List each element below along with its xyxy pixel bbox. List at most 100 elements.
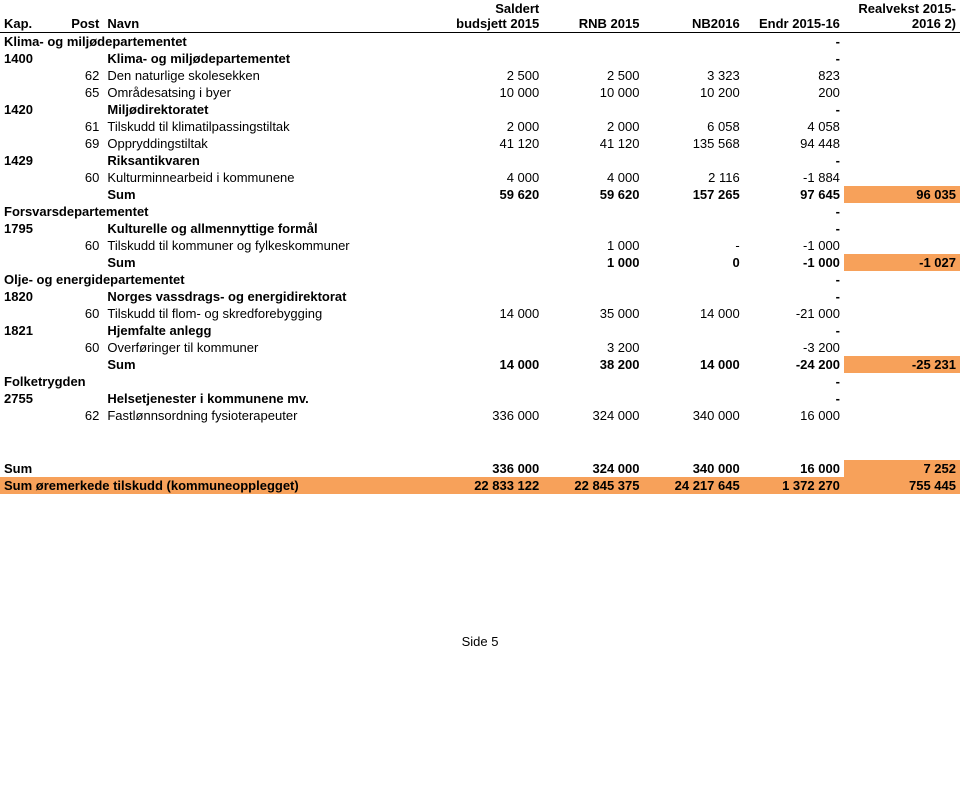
kap: 2755 (0, 390, 51, 407)
c2: 3 200 (543, 339, 643, 356)
cell (0, 356, 51, 373)
c4: -1 000 (744, 237, 844, 254)
c4: 16 000 (744, 407, 844, 424)
kap: 1400 (0, 50, 51, 67)
cell (0, 186, 51, 203)
navn: Tilskudd til flom- og skredforebygging (103, 305, 443, 322)
hdr-post: Post (51, 0, 104, 33)
cell (51, 356, 104, 373)
c2: 2 000 (543, 118, 643, 135)
post (51, 50, 104, 67)
c2: 324 000 (543, 407, 643, 424)
c1: 22 833 122 (443, 477, 543, 494)
c1 (443, 254, 543, 271)
group-row: Forsvarsdepartementet- (0, 203, 960, 220)
c4: - (744, 220, 844, 237)
sum-label: Sum (103, 254, 443, 271)
cell (643, 271, 743, 288)
table-header: Kap. Post Navn Saldertbudsjett 2015 RNB … (0, 0, 960, 33)
c5 (844, 50, 960, 67)
c5 (844, 101, 960, 118)
navn: Områdesatsing i byer (103, 84, 443, 101)
c3 (643, 288, 743, 305)
c5: -25 231 (844, 356, 960, 373)
c5: 96 035 (844, 186, 960, 203)
table-row: 1429Riksantikvaren- (0, 152, 960, 169)
c4: 823 (744, 67, 844, 84)
post (51, 322, 104, 339)
cell (51, 186, 104, 203)
c5: 7 252 (844, 460, 960, 477)
c1: 14 000 (443, 356, 543, 373)
hdr-saldert: Saldertbudsjett 2015 (443, 0, 543, 33)
c2: 22 845 375 (543, 477, 643, 494)
hdr-nb2016: NB2016 (643, 0, 743, 33)
c5 (844, 118, 960, 135)
c1 (443, 288, 543, 305)
cell (543, 271, 643, 288)
table-row: 1400Klima- og miljødepartementet- (0, 50, 960, 67)
table-row: 1820 Norges vassdrags- og energidirektora… (0, 288, 960, 305)
kap: 1820 (0, 288, 51, 305)
c5 (844, 305, 960, 322)
hdr-realvekst: Realvekst 2015-2016 2) (844, 0, 960, 33)
navn: Helsetjenester i kommunene mv. (103, 390, 443, 407)
kap (0, 118, 51, 135)
cell (443, 373, 543, 390)
cell (844, 373, 960, 390)
c1: 2 000 (443, 118, 543, 135)
navn: Klima- og miljødepartementet (103, 50, 443, 67)
page-footer: Side 5 (0, 634, 960, 649)
spacer-row (0, 424, 960, 460)
table-row: 60Tilskudd til kommuner og fylkeskommune… (0, 237, 960, 254)
kap: 1821 (0, 322, 51, 339)
post: 62 (51, 67, 104, 84)
group-label: Olje- og energidepartementet (0, 271, 443, 288)
c2 (543, 101, 643, 118)
c5: -1 027 (844, 254, 960, 271)
c5 (844, 407, 960, 424)
table-row: 1795Kulturelle og allmennyttige formål- (0, 220, 960, 237)
c5 (844, 322, 960, 339)
kap: 1795 (0, 220, 51, 237)
group-label: Klima- og miljødepartementet (0, 33, 443, 51)
group-row: Klima- og miljødepartementet- (0, 33, 960, 51)
c3: 14 000 (643, 356, 743, 373)
c2: 10 000 (543, 84, 643, 101)
c4: 16 000 (744, 460, 844, 477)
c3: 10 200 (643, 84, 743, 101)
table-row: 60Kulturminnearbeid i kommunene4 0004 00… (0, 169, 960, 186)
table-row: 1821Hjemfalte anlegg- (0, 322, 960, 339)
table-row: 61Tilskudd til klimatilpassingstiltak2 0… (0, 118, 960, 135)
c1 (443, 101, 543, 118)
bottom-orem-row: Sum øremerkede tilskudd (kommuneopplegge… (0, 477, 960, 494)
sum-row: Sum59 62059 620157 26597 64596 035 (0, 186, 960, 203)
sum-label: Sum (103, 356, 443, 373)
table-row: 65Områdesatsing i byer10 00010 00010 200… (0, 84, 960, 101)
c1: 14 000 (443, 305, 543, 322)
kap (0, 135, 51, 152)
c4: 4 058 (744, 118, 844, 135)
table-row: 60Overføringer til kommuner3 200-3 200 (0, 339, 960, 356)
budget-table: Kap. Post Navn Saldertbudsjett 2015 RNB … (0, 0, 960, 494)
cell (443, 271, 543, 288)
table-row: 1420Miljødirektoratet- (0, 101, 960, 118)
post (51, 288, 104, 305)
c4: -1 884 (744, 169, 844, 186)
cell (844, 203, 960, 220)
kap: 1429 (0, 152, 51, 169)
navn: Norges vassdrags- og energidirektorat (103, 288, 443, 305)
kap (0, 237, 51, 254)
c4: - (744, 101, 844, 118)
c2 (543, 288, 643, 305)
cell (543, 203, 643, 220)
c5 (844, 135, 960, 152)
c4: 94 448 (744, 135, 844, 152)
c5 (844, 169, 960, 186)
c2: 1 000 (543, 237, 643, 254)
c1: 59 620 (443, 186, 543, 203)
cell (543, 373, 643, 390)
post: 65 (51, 84, 104, 101)
c3: 24 217 645 (643, 477, 743, 494)
group-label: Folketrygden (0, 373, 443, 390)
